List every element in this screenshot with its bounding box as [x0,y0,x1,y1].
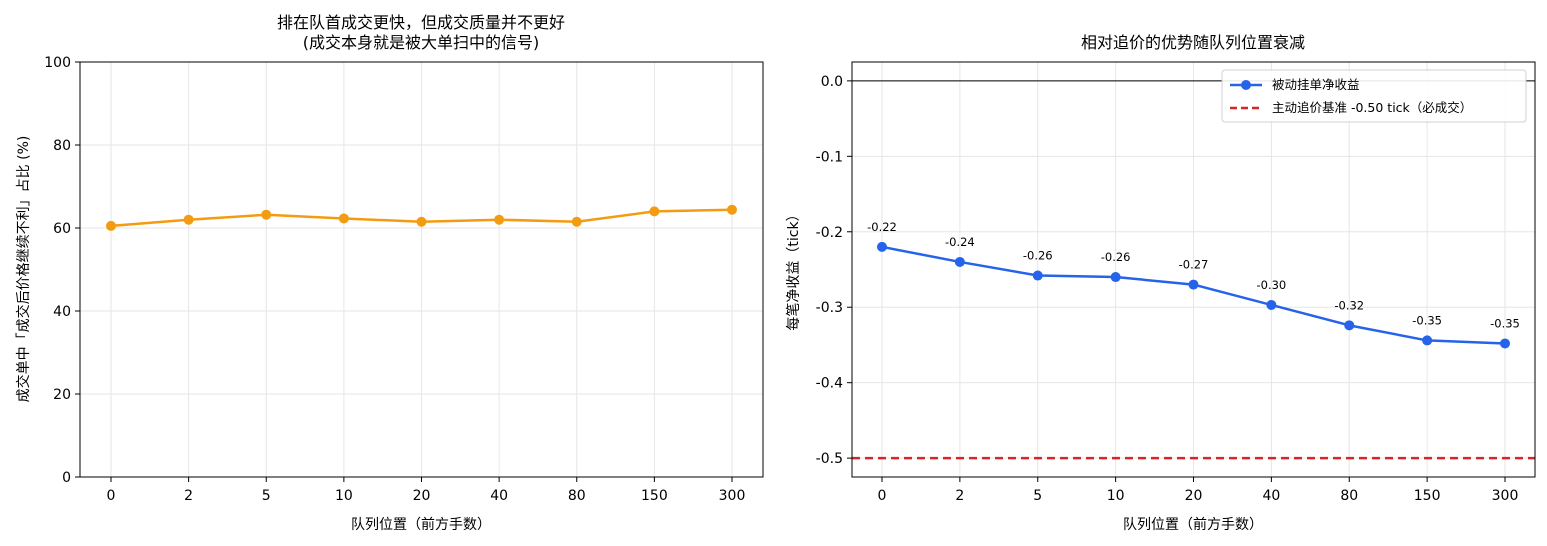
left-y-axis-label: 成交单中「成交后价格继续不利」占比 (%) [15,136,32,403]
legend-series-marker [1241,80,1251,90]
x-tick-label: 10 [1107,488,1125,504]
data-label: -0.35 [1412,313,1442,327]
data-point [106,220,116,231]
x-tick-label: 10 [335,488,353,504]
data-point [494,214,505,225]
left-gridlines [80,61,763,478]
y-tick-label: -0.1 [816,149,843,165]
data-point [954,256,965,267]
data-point [1032,270,1043,281]
legend-series-label: 被动挂单净收益 [1272,77,1360,92]
y-tick-label: 0.0 [821,74,843,90]
x-tick-label: 40 [1262,488,1280,504]
data-point [1188,279,1199,290]
left-plot-frame [79,61,764,478]
data-label: -0.26 [1023,249,1053,263]
left-x-axis-ticks: 0 2 5 10 20 40 80 150 300 [107,477,746,504]
y-tick-label: -0.2 [816,225,843,241]
data-label: -0.24 [945,235,975,249]
data-point [877,241,887,252]
left-series-line [106,204,737,231]
legend-box [1221,69,1527,123]
data-point [1110,272,1121,283]
data-point [1422,335,1433,346]
left-chart-panel: 排在队首成交更快，但成交质量并不更好 (成交本身就是被大单扫中的信号) 0204… [15,13,764,533]
data-point [183,214,194,225]
right-chart-legend: 被动挂单净收益 主动追价基准 -0.50 tick（必成交） [1221,69,1527,123]
x-tick-label: 2 [955,488,964,504]
y-tick-label: 0 [62,470,71,486]
x-tick-label: 80 [568,488,586,504]
x-tick-label: 40 [490,488,508,504]
right-x-axis-ticks: 0 2 5 10 20 40 80 150 300 [878,477,1519,504]
y-tick-label: 100 [44,55,71,71]
data-label: -0.26 [1101,250,1131,264]
data-point [727,204,737,215]
y-tick-label: -0.3 [816,300,843,316]
y-tick-label: 80 [53,138,71,154]
x-tick-label: 150 [1414,488,1441,504]
data-point [649,206,660,217]
y-tick-label: 60 [53,221,71,237]
x-tick-label: 0 [878,488,887,504]
right-y-axis-ticks: -0.5 -0.4 -0.3 -0.2 -0.1 0.0 [816,74,852,467]
data-label: -0.27 [1179,258,1209,272]
left-chart-title-line-1: 排在队首成交更快，但成交质量并不更好 [277,13,565,32]
data-point [1500,338,1510,349]
legend-baseline-label: 主动追价基准 -0.50 tick（必成交） [1272,100,1472,115]
data-point [261,209,272,220]
y-tick-label: -0.4 [816,376,843,392]
x-tick-label: 20 [413,488,431,504]
data-point [1266,299,1277,310]
right-plot-frame [851,61,1536,478]
right-chart-title: 相对追价的优势随队列位置衰减 [1081,33,1305,52]
data-point [338,213,349,224]
data-point [571,216,582,227]
x-tick-label: 300 [719,488,746,504]
x-tick-label: 5 [262,488,271,504]
y-tick-label: -0.5 [816,451,843,467]
x-tick-label: 0 [107,488,116,504]
x-tick-label: 150 [641,488,668,504]
y-tick-label: 40 [53,304,71,320]
x-tick-label: 2 [184,488,193,504]
left-y-axis-ticks: 0 20 40 60 80 100 [44,55,80,486]
data-label: -0.35 [1490,316,1520,330]
right-gridlines [852,62,1535,477]
right-chart-panel: 相对追价的优势随队列位置衰减 -0.5 -0.4 -0.3 -0.2 -0.1 0.0 0… [786,33,1536,533]
data-label: -0.32 [1334,298,1364,312]
right-data-labels: -0.22 -0.24 -0.26 -0.26 -0.27 -0.30 -0.32 -0.35… [867,220,1520,331]
left-chart-title-line-2: (成交本身就是被大单扫中的信号) [303,33,540,52]
y-tick-label: 20 [53,387,71,403]
x-tick-label: 5 [1033,488,1042,504]
right-series-line [877,241,1510,349]
x-tick-label: 300 [1492,488,1519,504]
right-y-axis-label: 每笔净收益（tick） [786,207,802,330]
x-tick-label: 80 [1340,488,1358,504]
right-x-axis-label: 队列位置（前方手数） [1123,516,1263,533]
data-label: -0.22 [867,220,897,234]
left-x-axis-label: 队列位置（前方手数） [351,516,491,533]
x-tick-label: 20 [1185,488,1203,504]
data-label: -0.30 [1256,278,1286,292]
data-point [416,216,427,227]
data-point [1344,320,1355,331]
